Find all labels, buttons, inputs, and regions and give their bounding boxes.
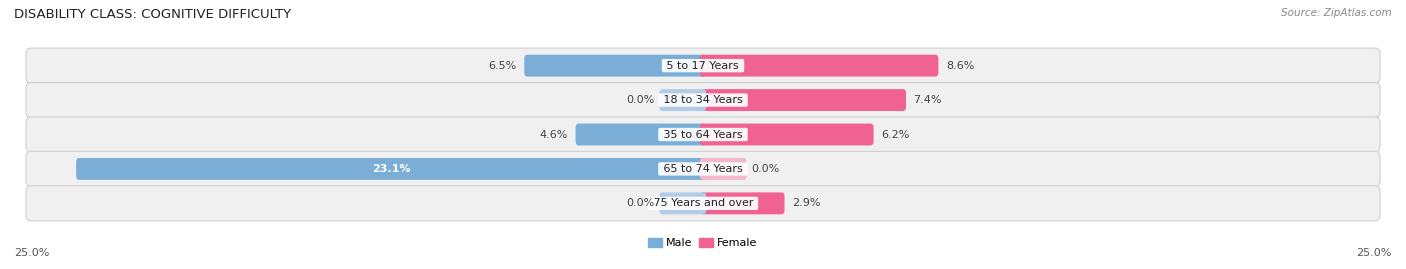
FancyBboxPatch shape: [700, 89, 905, 111]
FancyBboxPatch shape: [659, 89, 706, 111]
Text: 6.5%: 6.5%: [488, 61, 517, 71]
FancyBboxPatch shape: [659, 192, 706, 214]
Text: 75 Years and over: 75 Years and over: [650, 198, 756, 208]
FancyBboxPatch shape: [25, 48, 1381, 83]
Text: 6.2%: 6.2%: [882, 129, 910, 140]
Text: 0.0%: 0.0%: [752, 164, 780, 174]
FancyBboxPatch shape: [76, 158, 706, 180]
Text: Source: ZipAtlas.com: Source: ZipAtlas.com: [1281, 8, 1392, 18]
FancyBboxPatch shape: [700, 192, 785, 214]
FancyBboxPatch shape: [25, 186, 1381, 221]
Text: 2.9%: 2.9%: [792, 198, 821, 208]
FancyBboxPatch shape: [25, 151, 1381, 186]
Text: 5 to 17 Years: 5 to 17 Years: [664, 61, 742, 71]
Text: 25.0%: 25.0%: [1357, 248, 1392, 258]
FancyBboxPatch shape: [25, 83, 1381, 118]
Text: 7.4%: 7.4%: [914, 95, 942, 105]
FancyBboxPatch shape: [700, 123, 873, 146]
Text: 18 to 34 Years: 18 to 34 Years: [659, 95, 747, 105]
FancyBboxPatch shape: [25, 117, 1381, 152]
Text: 8.6%: 8.6%: [946, 61, 974, 71]
Text: 65 to 74 Years: 65 to 74 Years: [659, 164, 747, 174]
Text: 4.6%: 4.6%: [540, 129, 568, 140]
FancyBboxPatch shape: [700, 158, 747, 180]
Text: 35 to 64 Years: 35 to 64 Years: [659, 129, 747, 140]
Text: 0.0%: 0.0%: [626, 95, 654, 105]
FancyBboxPatch shape: [575, 123, 706, 146]
FancyBboxPatch shape: [524, 55, 706, 77]
Text: 0.0%: 0.0%: [626, 198, 654, 208]
Text: 25.0%: 25.0%: [14, 248, 49, 258]
Legend: Male, Female: Male, Female: [644, 233, 762, 253]
FancyBboxPatch shape: [700, 55, 938, 77]
Text: 23.1%: 23.1%: [373, 164, 411, 174]
Text: DISABILITY CLASS: COGNITIVE DIFFICULTY: DISABILITY CLASS: COGNITIVE DIFFICULTY: [14, 8, 291, 21]
